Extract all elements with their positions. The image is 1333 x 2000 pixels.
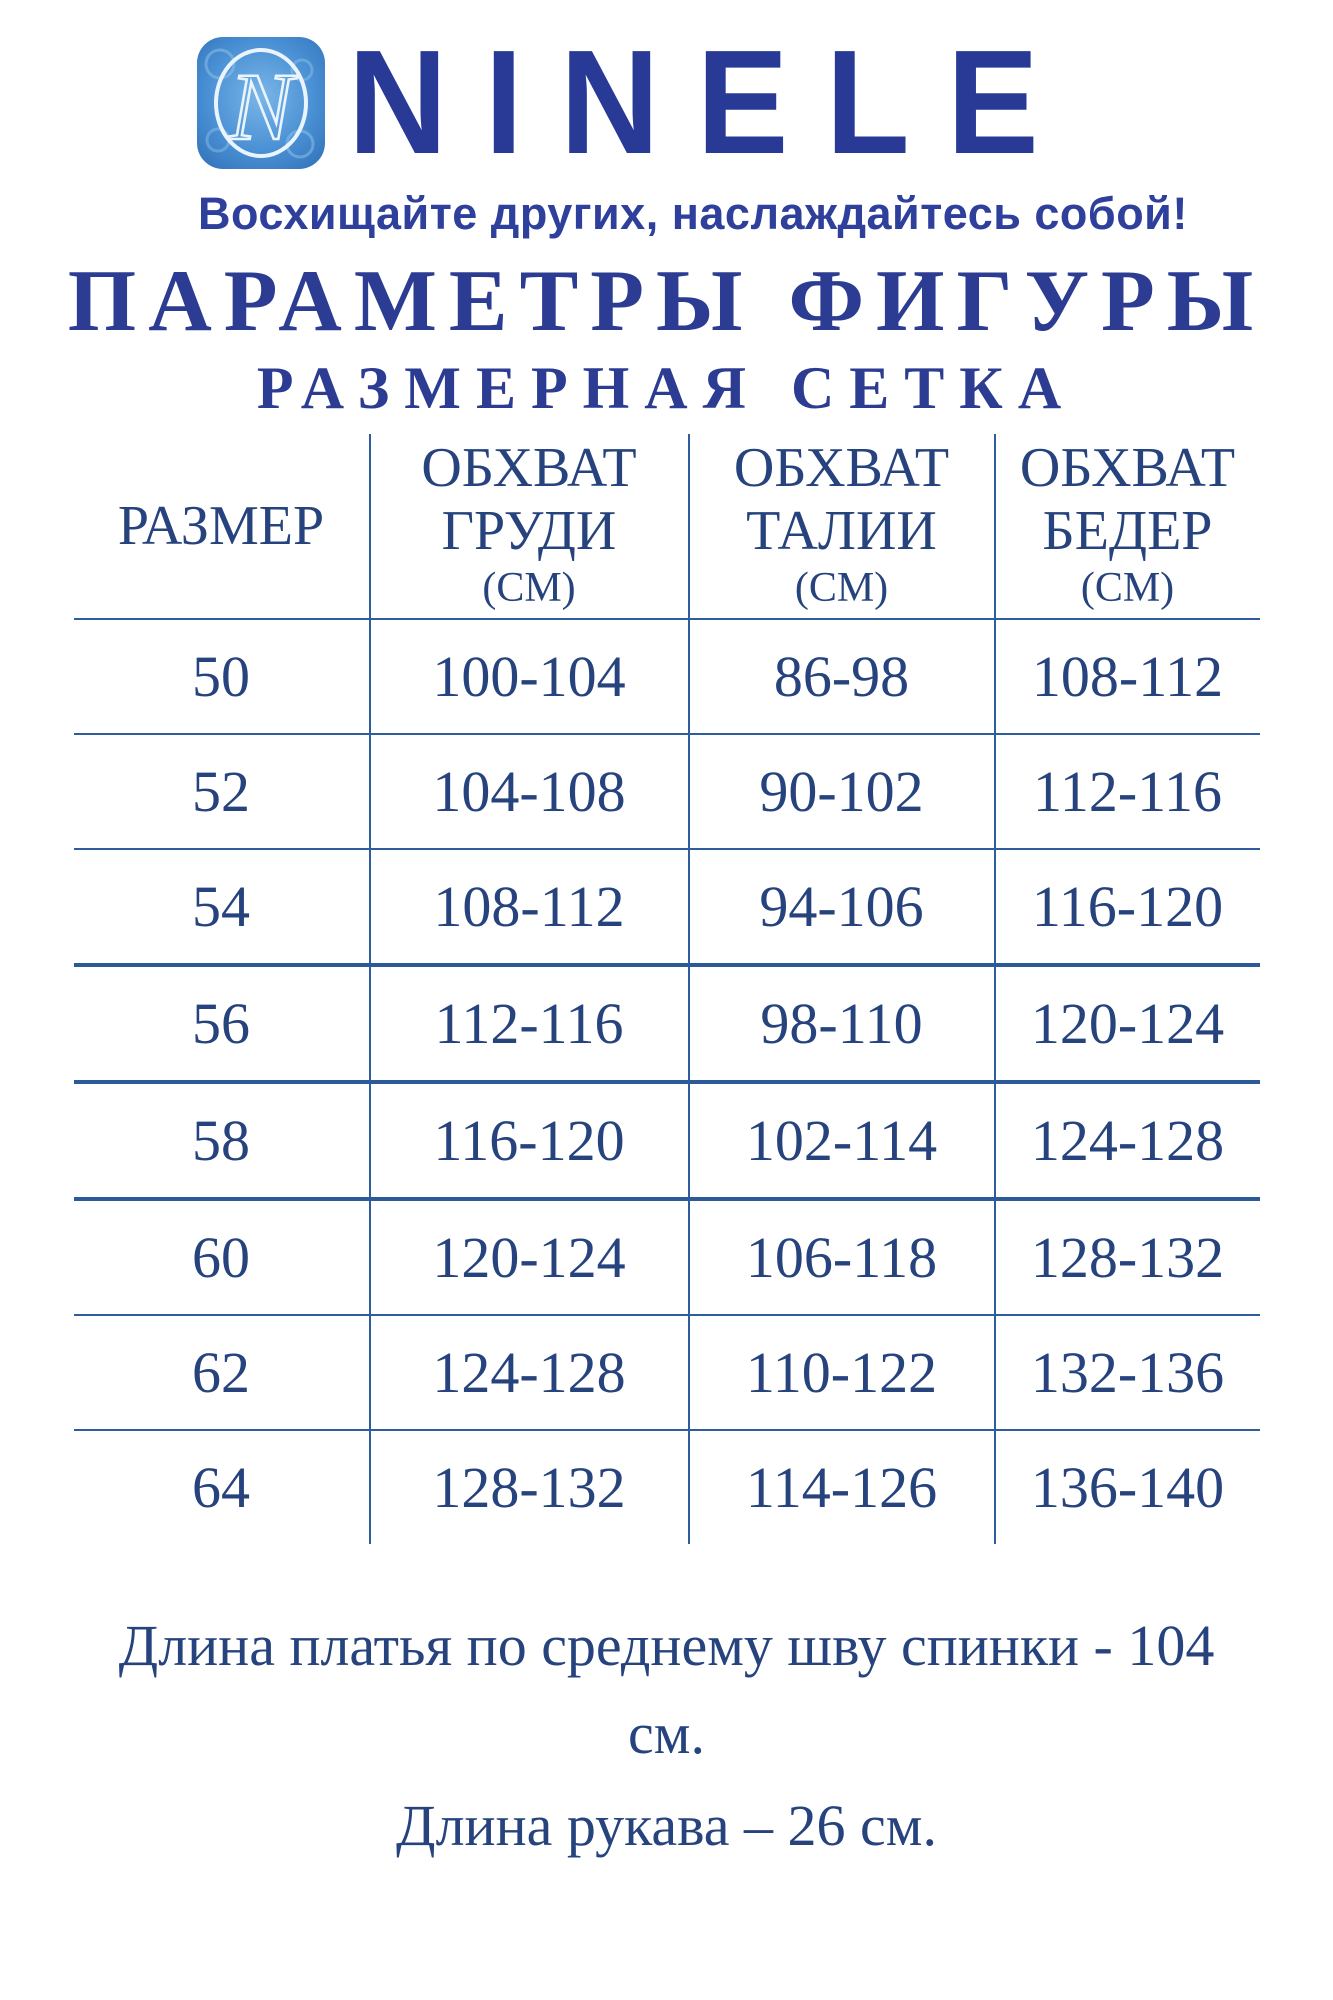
size-chart-table: РАЗМЕР ОБХВАТ ГРУДИ (СМ) ОБХВАТ ТАЛИИ (С… — [73, 434, 1260, 1544]
column-header-hips: ОБХВАТ БЕДЕР (СМ) — [994, 434, 1260, 620]
column-label-line2: ТАЛИИ — [746, 499, 937, 562]
brand-header: N NINELE Восхищайте других, наслаждайтес… — [0, 29, 1333, 240]
column-header-waist: ОБХВАТ ТАЛИИ (СМ) — [688, 434, 996, 620]
size-cell: 64 — [73, 1430, 371, 1544]
brand-tagline: Восхищайте других, наслаждайтесь собой! — [198, 188, 1188, 239]
size-cell: 56 — [73, 965, 371, 1084]
dress-length-note-line2: см. — [628, 1701, 705, 1766]
table-row: 54 108-112 94-106 116-120 — [73, 849, 1260, 967]
waist-cell: 86-98 — [688, 619, 996, 735]
column-label-line1: ОБХВАТ — [421, 437, 637, 500]
bust-cell: 128-132 — [369, 1430, 690, 1544]
column-unit: (СМ) — [1080, 565, 1175, 612]
waist-cell: 90-102 — [688, 734, 996, 850]
bust-cell: 120-124 — [369, 1199, 690, 1316]
bust-cell: 100-104 — [369, 619, 690, 735]
bust-cell: 124-128 — [369, 1315, 690, 1431]
header-row: РАЗМЕР ОБХВАТ ГРУДИ (СМ) ОБХВАТ ТАЛИИ (С… — [73, 434, 1260, 620]
logo-letter: N — [228, 53, 298, 160]
column-header-bust: ОБХВАТ ГРУДИ (СМ) — [369, 434, 690, 620]
table-row: 50 100-104 86-98 108-112 — [73, 619, 1260, 735]
column-label-line2: ГРУДИ — [441, 499, 617, 562]
hips-cell: 112-116 — [994, 734, 1260, 850]
waist-cell: 114-126 — [688, 1430, 996, 1544]
table-row: 52 104-108 90-102 112-116 — [73, 734, 1260, 850]
table-row: 62 124-128 110-122 132-136 — [73, 1315, 1260, 1431]
dress-length-note: Длина платья по среднему шву спинки - 10… — [0, 1602, 1333, 1778]
brand-logo-icon: N — [197, 37, 325, 169]
bust-cell: 104-108 — [369, 734, 690, 850]
column-label: РАЗМЕР — [117, 494, 325, 557]
column-label-line1: ОБХВАТ — [1019, 437, 1236, 500]
waist-cell: 102-114 — [688, 1082, 996, 1201]
size-cell: 54 — [73, 849, 371, 967]
column-unit: (СМ) — [482, 565, 576, 612]
size-cell: 52 — [73, 734, 371, 850]
size-cell: 60 — [73, 1199, 371, 1316]
hips-cell: 132-136 — [994, 1315, 1260, 1431]
hips-cell: 136-140 — [1030, 1455, 1225, 1520]
hips-cell: 108-112 — [994, 619, 1260, 735]
table-row: 56 112-116 98-110 120-124 — [73, 965, 1260, 1084]
brand-logo: N — [196, 36, 326, 170]
bust-cell: 116-120 — [369, 1082, 690, 1201]
bust-cell: 112-116 — [369, 965, 690, 1084]
table-row: 64 128-132 114-126 136-140 — [73, 1430, 1260, 1544]
table-row: 58 116-120 102-114 124-128 — [73, 1082, 1260, 1201]
size-cell: 58 — [73, 1082, 371, 1201]
hips-cell: 120-124 — [994, 965, 1260, 1084]
column-header-size: РАЗМЕР — [73, 434, 371, 620]
hips-cell: 124-128 — [994, 1082, 1260, 1201]
dress-length-note-line1: Длина платья по среднему шву спинки - 10… — [118, 1613, 1215, 1678]
brand-row: N NINELE — [196, 29, 1333, 177]
page-title: ПАРАМЕТРЫ ФИГУРЫ — [67, 253, 1266, 350]
column-unit: (СМ) — [794, 565, 889, 612]
column-label-line2: БЕДЕР — [1042, 499, 1213, 562]
sleeve-length-note: Длина рукава – 26 см. — [396, 1793, 937, 1858]
brand-name: NINELE — [348, 20, 1076, 185]
measurement-notes: Длина платья по среднему шву спинки - 10… — [0, 1602, 1333, 1870]
table-header: РАЗМЕР ОБХВАТ ГРУДИ (СМ) ОБХВАТ ТАЛИИ (С… — [73, 434, 1260, 620]
waist-cell: 94-106 — [688, 849, 996, 967]
page-subtitle: РАЗМЕРНАЯ СЕТКА — [256, 355, 1077, 421]
table-body: 50 100-104 86-98 108-112 52 104-108 90-1… — [73, 619, 1260, 1544]
size-cell: 62 — [73, 1315, 371, 1431]
hips-cell: 116-120 — [994, 849, 1260, 967]
waist-cell: 106-118 — [688, 1199, 996, 1316]
hips-cell: 128-132 — [994, 1199, 1260, 1316]
bust-cell: 108-112 — [369, 849, 690, 967]
column-label-line1: ОБХВАТ — [733, 437, 950, 500]
waist-cell: 110-122 — [688, 1315, 996, 1431]
size-cell: 50 — [73, 619, 371, 735]
waist-cell: 98-110 — [688, 965, 996, 1084]
table-row: 60 120-124 106-118 128-132 — [73, 1199, 1260, 1316]
